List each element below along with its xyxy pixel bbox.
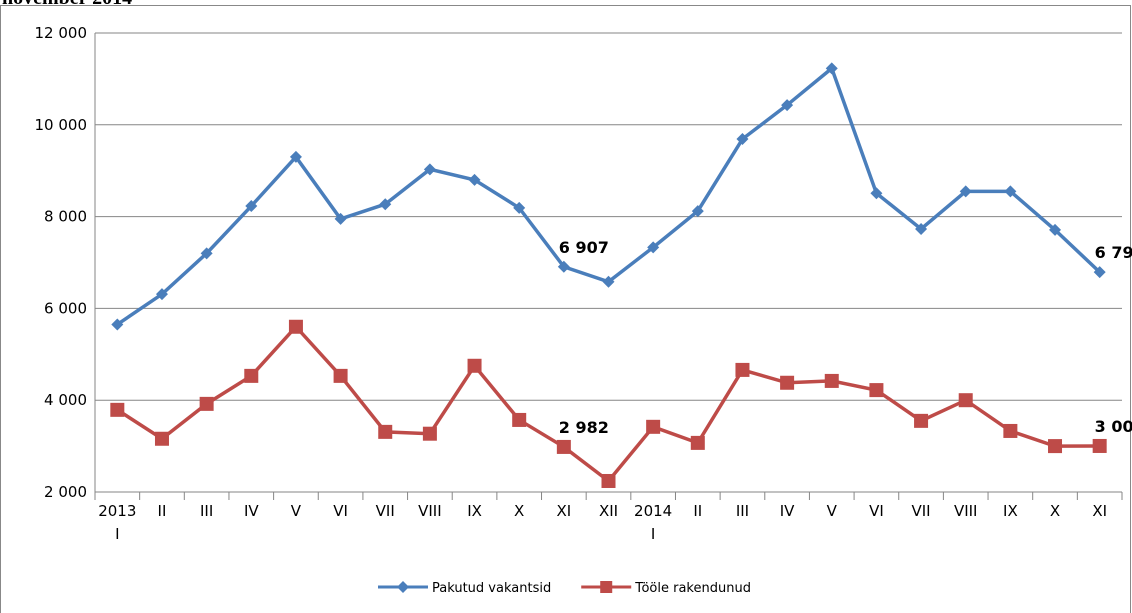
x-tick-label: IV bbox=[780, 502, 795, 520]
x-tick-label: IV bbox=[244, 502, 259, 520]
y-tick-label: 4 000 bbox=[44, 391, 87, 409]
point bbox=[334, 212, 347, 225]
point bbox=[379, 198, 392, 211]
x-tick-label: VI bbox=[869, 502, 884, 520]
x-tick-label: VIII bbox=[418, 502, 442, 520]
x-tick-label: II bbox=[693, 502, 702, 520]
point bbox=[825, 62, 838, 75]
point bbox=[1049, 223, 1062, 236]
point bbox=[155, 288, 168, 301]
data-label: 2 982 bbox=[559, 418, 609, 437]
x-tick-label: III bbox=[736, 502, 749, 520]
point bbox=[244, 368, 259, 383]
point bbox=[824, 373, 839, 388]
point bbox=[423, 163, 436, 176]
x-tick-label: XII bbox=[599, 502, 618, 520]
point bbox=[690, 435, 705, 450]
point bbox=[288, 319, 303, 334]
series-line bbox=[116, 324, 1100, 484]
point bbox=[110, 402, 125, 417]
x-tick-label: 2014 I bbox=[634, 502, 672, 543]
chart-frame bbox=[0, 5, 1131, 613]
point bbox=[781, 99, 794, 112]
point bbox=[646, 419, 661, 434]
point bbox=[736, 133, 749, 146]
x-tick-label: VIII bbox=[954, 502, 978, 520]
point bbox=[735, 362, 750, 377]
point bbox=[870, 187, 883, 200]
y-tick-label: 8 000 bbox=[44, 208, 87, 226]
x-tick-label: V bbox=[827, 502, 838, 520]
data-label: 6 907 bbox=[559, 238, 609, 257]
point bbox=[959, 185, 972, 198]
point bbox=[378, 424, 393, 439]
point bbox=[602, 275, 615, 288]
point bbox=[601, 473, 616, 488]
point bbox=[468, 173, 481, 186]
point bbox=[557, 260, 570, 273]
legend-label: Pakutud vakantsid bbox=[432, 581, 551, 596]
legend-label: Tööle rakendunud bbox=[634, 581, 751, 596]
point bbox=[1003, 423, 1018, 438]
x-tick-label: 2013 I bbox=[98, 502, 136, 543]
data-label: 6 791 bbox=[1095, 243, 1132, 262]
point bbox=[1004, 185, 1017, 198]
data-label: 3 003 bbox=[1095, 417, 1132, 436]
chart-title: november 2014 bbox=[2, 0, 132, 9]
point bbox=[914, 413, 929, 428]
point bbox=[289, 150, 302, 163]
point bbox=[1093, 266, 1106, 279]
x-tick-label: XI bbox=[1092, 502, 1107, 520]
x-tick-label: V bbox=[291, 502, 302, 520]
x-tick-label: VII bbox=[912, 502, 931, 520]
point bbox=[422, 426, 437, 441]
point bbox=[245, 200, 258, 213]
point bbox=[154, 431, 169, 446]
point bbox=[869, 383, 884, 398]
x-tick-label: X bbox=[1050, 502, 1060, 520]
point bbox=[512, 412, 527, 427]
point bbox=[200, 247, 213, 260]
point bbox=[691, 205, 704, 218]
x-tick-label: III bbox=[200, 502, 213, 520]
y-tick-label: 6 000 bbox=[44, 299, 87, 317]
point bbox=[333, 368, 348, 383]
legend-marker bbox=[397, 581, 409, 593]
x-tick-label: II bbox=[158, 502, 167, 520]
x-tick-label: VI bbox=[333, 502, 348, 520]
x-tick-label: X bbox=[514, 502, 524, 520]
point bbox=[467, 358, 482, 373]
point bbox=[1092, 438, 1107, 453]
y-tick-label: 10 000 bbox=[35, 116, 88, 134]
point bbox=[199, 396, 214, 411]
x-tick-label: VII bbox=[376, 502, 395, 520]
point bbox=[958, 393, 973, 408]
x-tick-label: IX bbox=[467, 502, 482, 520]
legend-marker bbox=[600, 581, 613, 593]
point bbox=[915, 222, 928, 235]
x-tick-label: IX bbox=[1003, 502, 1018, 520]
point bbox=[556, 439, 571, 454]
point bbox=[111, 318, 124, 331]
point bbox=[513, 201, 526, 214]
point bbox=[647, 241, 660, 254]
point bbox=[1048, 439, 1063, 454]
point bbox=[780, 375, 795, 390]
y-tick-label: 2 000 bbox=[44, 483, 87, 501]
y-tick-label: 12 000 bbox=[35, 24, 88, 42]
x-tick-label: XI bbox=[556, 502, 571, 520]
